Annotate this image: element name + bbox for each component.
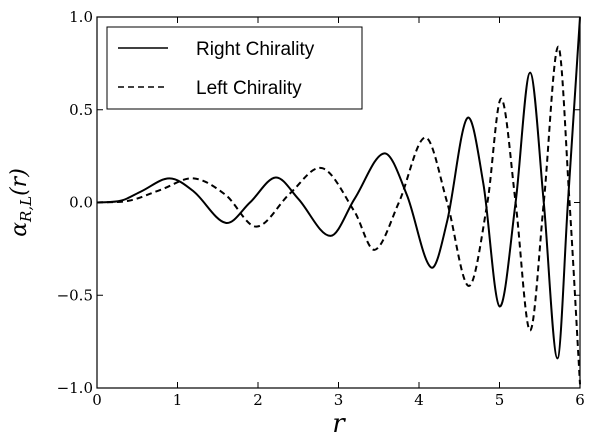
- legend-box: [106, 26, 363, 110]
- y-axis-ticks: −1.0 −0.5 0.0 0.5 1.0: [57, 8, 580, 397]
- y-tick-label: 0.0: [69, 194, 93, 212]
- series-line-left-chirality: [96, 45, 581, 385]
- x-tick-label: 3: [334, 391, 344, 409]
- y-tick-label: −0.5: [57, 286, 93, 304]
- legend-label-left-chirality: Left Chirality: [196, 78, 302, 99]
- x-tick-label: 5: [495, 391, 505, 409]
- x-axis-label: r: [332, 409, 346, 439]
- legend-label-right-chirality: Right Chirality: [196, 39, 315, 60]
- series-line-right-chirality: [96, 16, 581, 360]
- plot-lines: [96, 16, 581, 385]
- x-tick-label: 6: [575, 391, 585, 409]
- x-tick-label: 2: [253, 391, 263, 409]
- y-axis-label-main: α: [7, 222, 32, 237]
- y-axis-label-subscript: R,L: [17, 196, 35, 223]
- x-tick-label: 0: [92, 391, 102, 409]
- x-axis-ticks: 0 1 2 3 4 5 6: [92, 17, 585, 409]
- legend: Right Chirality Left Chirality: [106, 26, 363, 110]
- y-tick-label: 0.5: [69, 101, 93, 119]
- x-tick-label: 4: [414, 391, 424, 409]
- y-tick-label: 1.0: [69, 8, 93, 26]
- y-axis-label-tail: (r): [7, 168, 32, 196]
- x-tick-label: 1: [173, 391, 183, 409]
- y-axis-label: αR,L(r): [7, 168, 35, 237]
- y-tick-label: −1.0: [57, 379, 93, 397]
